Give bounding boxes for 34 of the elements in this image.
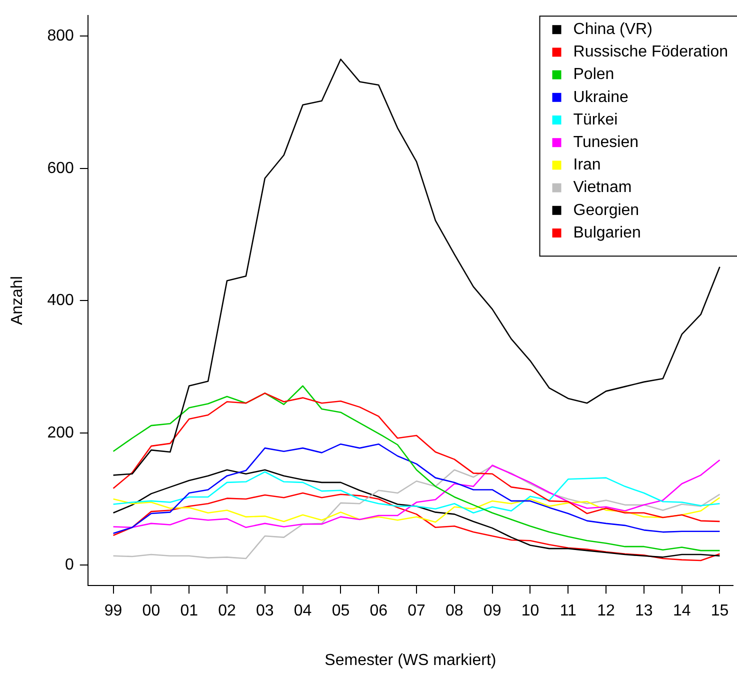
legend-label: China (VR) <box>573 21 652 38</box>
x-tick-label: 08 <box>446 602 464 620</box>
legend-label: Tunesien <box>573 134 638 152</box>
x-tick-label: 07 <box>408 602 426 620</box>
legend-label: Russische Föderation <box>573 44 728 61</box>
legend-label: Ukraine <box>573 88 628 106</box>
x-tick-label: 14 <box>672 602 691 620</box>
legend-label: Georgien <box>573 202 640 219</box>
y-tick-label: 400 <box>47 292 74 310</box>
x-tick-label: 05 <box>332 602 350 620</box>
x-tick-label: 06 <box>370 602 388 620</box>
legend-label: Bulgarien <box>573 224 641 242</box>
x-tick-label: 15 <box>710 602 729 620</box>
y-tick-label: 600 <box>47 160 74 177</box>
y-tick-label: 200 <box>47 424 74 442</box>
y-tick-label: 0 <box>64 556 74 574</box>
x-tick-label: 11 <box>560 602 577 620</box>
legend-label: Iran <box>573 156 601 174</box>
x-tick-label: 00 <box>142 602 160 620</box>
x-tick-label: 12 <box>597 602 616 620</box>
x-tick-label: 01 <box>180 602 198 620</box>
x-axis-title: Semester (WS markiert) <box>324 652 496 669</box>
y-axis-title: Anzahl <box>9 276 26 326</box>
legend-label: Vietnam <box>573 179 632 196</box>
x-tick-label: 99 <box>104 602 122 620</box>
legend-label: Polen <box>573 66 614 84</box>
y-tick-label: 800 <box>47 28 74 45</box>
x-tick-label: 10 <box>521 602 540 620</box>
x-tick-label: 02 <box>218 602 236 620</box>
x-tick-label: 13 <box>635 602 653 620</box>
x-tick-label: 09 <box>483 602 502 620</box>
legend-label: Türkei <box>573 111 618 128</box>
x-tick-label: 03 <box>256 602 274 620</box>
x-tick-label: 04 <box>294 602 312 620</box>
